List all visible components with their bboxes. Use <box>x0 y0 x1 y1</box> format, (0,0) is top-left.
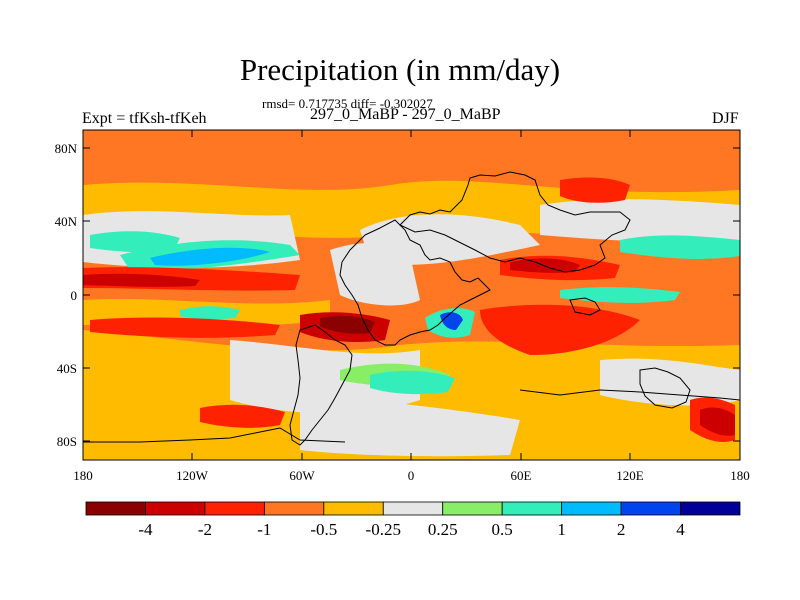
aqua-indian-ocean <box>560 287 680 303</box>
colorbar-label: 1 <box>557 520 566 539</box>
lon-tick-120w: 120W <box>176 468 209 483</box>
colorbar-label: 0.25 <box>428 520 458 539</box>
lat-tick-40n: 40N <box>55 214 78 229</box>
darkred-south-america <box>320 315 375 334</box>
lat-tick-80s: 80S <box>57 434 77 449</box>
experiment-label: Expt = tfKsh-tfKeh <box>82 110 207 127</box>
contour-fill <box>83 130 740 460</box>
colorbar-label: -4 <box>138 520 153 539</box>
run-comparison-label: 297_0_MaBP - 297_0_MaBP <box>310 106 501 123</box>
season-label: DJF <box>712 110 739 127</box>
aqua-south-atlantic <box>370 370 455 395</box>
blue-central-pacific <box>150 247 270 266</box>
red-south-pacific <box>90 317 280 338</box>
neutral-south-indian <box>600 358 740 406</box>
colorbar-label: 2 <box>617 520 626 539</box>
colorbar-swatch <box>263 501 325 516</box>
neutral-north-asia <box>540 199 740 243</box>
lon-tick-180e: 180 <box>730 468 750 483</box>
antarctica-coast-west <box>83 427 346 443</box>
lon-tick-60w: 60W <box>289 468 315 483</box>
red-southern-ocean-west <box>200 404 285 428</box>
colorbar-label: -0.25 <box>366 520 401 539</box>
red-siberia <box>560 177 630 203</box>
lat-tick-0: 0 <box>71 288 78 303</box>
lon-tick-0: 0 <box>408 468 415 483</box>
colorbar-swatch <box>680 501 741 516</box>
colorbar-swatch <box>561 501 622 516</box>
coastline <box>83 171 740 446</box>
south-america-outline <box>289 324 353 446</box>
axis-ticks <box>82 130 741 460</box>
chart-title: Precipitation (in mm/day) <box>239 52 561 87</box>
colorbar-swatch <box>382 501 444 516</box>
colorbar-label: -0.5 <box>310 520 337 539</box>
africa-outline <box>339 219 491 346</box>
neutral-south-atlantic <box>230 340 420 414</box>
neutral-africa <box>330 243 420 306</box>
red-indian-ocean <box>480 304 640 355</box>
colorbar-label: 0.5 <box>492 520 513 539</box>
aqua-east-asia <box>620 235 740 259</box>
colorbar: -4 -2 -1 -0.5 -0.25 0.25 0.5 1 2 4 <box>85 501 741 539</box>
neutral-southern-ocean <box>300 395 520 457</box>
darkred-southern-pacific-east <box>700 407 735 436</box>
colorbar-swatch <box>501 501 563 516</box>
maritime-continent-outline <box>569 297 601 316</box>
darkred-north-equatorial <box>83 273 200 287</box>
colorbar-swatch <box>620 501 681 516</box>
colorbar-label: -1 <box>257 520 271 539</box>
colorbar-swatch <box>204 501 265 516</box>
colorbar-label: 4 <box>676 520 685 539</box>
colorbar-swatch <box>85 501 146 516</box>
lon-tick-120e: 120E <box>616 468 644 483</box>
lat-tick-40s: 40S <box>57 361 77 376</box>
colorbar-swatch <box>442 501 503 516</box>
rmsd-diff-stats: rmsd= 0.717735 diff= -0.302027 <box>262 96 433 111</box>
eurasia-outline <box>399 171 631 273</box>
lon-tick-60e: 60E <box>511 468 532 483</box>
antarctica-coast-east <box>519 389 740 401</box>
aqua-south-pacific <box>180 306 240 320</box>
colorbar-label: -2 <box>198 520 212 539</box>
colorbar-swatch <box>145 501 206 516</box>
lat-tick-80n: 80N <box>55 141 78 156</box>
colorbar-swatch <box>323 501 384 516</box>
lon-tick-180w: 180 <box>73 468 93 483</box>
